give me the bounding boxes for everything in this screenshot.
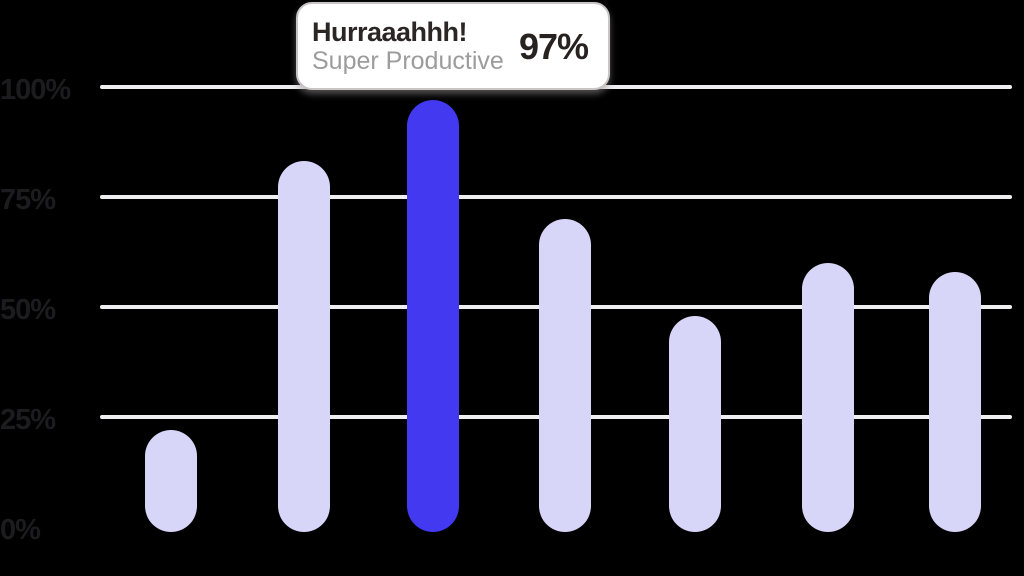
bar-5[interactable] [669,316,721,532]
tooltip-subtitle: Super Productive [312,46,504,75]
bar-2[interactable] [278,161,330,532]
bar-4[interactable] [539,219,591,532]
gridline-75% [100,194,1012,199]
tooltip-text-block: Hurraaahhh! Super Productive [312,16,504,75]
y-tick-label-25%: 25% [0,403,56,436]
y-tick-label-50%: 50% [0,293,56,326]
tooltip-value: 97% [518,26,589,67]
y-tick-label-75%: 75% [0,183,56,216]
bar-6[interactable] [802,263,854,532]
y-tick-label-0%: 0% [0,514,41,546]
bar-highlighted[interactable] [407,100,459,532]
bar-1[interactable] [145,430,197,532]
tooltip-title: Hurraaahhh! [312,16,468,47]
tooltip: Hurraaahhh! Super Productive 97% [296,2,610,90]
bar-7[interactable] [929,272,981,532]
y-tick-label-100%: 100% [0,73,71,106]
